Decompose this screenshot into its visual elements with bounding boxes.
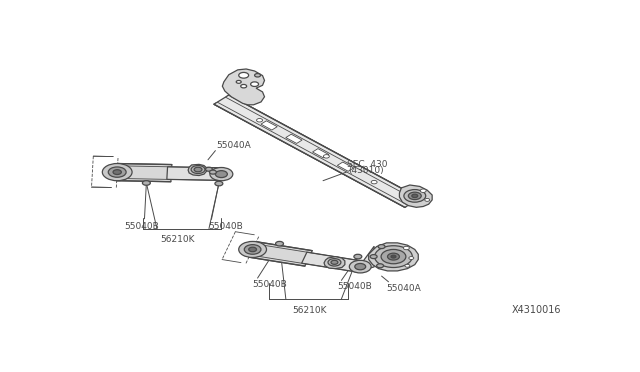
Text: 55040B: 55040B (208, 222, 243, 231)
Circle shape (108, 167, 126, 177)
Circle shape (236, 80, 241, 83)
Text: 55040B: 55040B (125, 222, 159, 231)
Text: 55040A: 55040A (386, 284, 420, 293)
Circle shape (371, 180, 377, 184)
Circle shape (210, 167, 233, 181)
Circle shape (191, 166, 205, 173)
Circle shape (323, 155, 330, 158)
Circle shape (381, 250, 406, 264)
Circle shape (425, 198, 429, 201)
Circle shape (420, 189, 426, 192)
Circle shape (412, 194, 418, 198)
Polygon shape (188, 164, 207, 176)
Polygon shape (286, 134, 302, 144)
Circle shape (276, 241, 284, 246)
Circle shape (249, 247, 257, 252)
Polygon shape (261, 121, 277, 130)
Circle shape (331, 260, 338, 264)
Polygon shape (167, 167, 221, 180)
Circle shape (370, 254, 377, 259)
Text: X4310016: X4310016 (511, 305, 561, 315)
Circle shape (102, 164, 132, 181)
Circle shape (376, 264, 383, 268)
Polygon shape (358, 246, 374, 271)
Polygon shape (324, 257, 345, 269)
Polygon shape (369, 243, 419, 271)
Circle shape (241, 84, 246, 88)
Circle shape (239, 73, 249, 78)
Polygon shape (312, 149, 329, 158)
Circle shape (244, 245, 261, 254)
Circle shape (388, 253, 399, 260)
Text: SEC. 430: SEC. 430 (347, 160, 387, 169)
Polygon shape (301, 252, 363, 272)
Circle shape (239, 241, 266, 257)
Text: 55040A: 55040A (216, 141, 251, 150)
Polygon shape (214, 103, 406, 207)
Circle shape (403, 246, 410, 250)
Circle shape (215, 181, 223, 186)
Circle shape (205, 167, 212, 171)
Circle shape (404, 190, 426, 202)
Text: 56210K: 56210K (292, 306, 326, 315)
Circle shape (251, 82, 259, 86)
Circle shape (408, 192, 421, 200)
Circle shape (355, 263, 365, 270)
Circle shape (349, 260, 371, 273)
Text: 55040B: 55040B (252, 280, 287, 289)
Polygon shape (214, 95, 420, 207)
Circle shape (405, 264, 410, 267)
Circle shape (215, 171, 227, 177)
Polygon shape (249, 242, 312, 266)
Polygon shape (222, 69, 264, 105)
Circle shape (374, 246, 412, 267)
Circle shape (142, 181, 150, 185)
Circle shape (391, 255, 396, 258)
Text: 56210K: 56210K (161, 235, 195, 244)
Circle shape (113, 170, 122, 174)
Circle shape (409, 257, 414, 260)
Circle shape (378, 244, 385, 248)
Polygon shape (116, 164, 172, 182)
Circle shape (209, 170, 216, 174)
Text: (43010): (43010) (348, 166, 383, 175)
Circle shape (255, 74, 260, 77)
Polygon shape (337, 162, 354, 171)
Circle shape (194, 167, 202, 172)
Circle shape (354, 254, 362, 259)
Text: 55040B: 55040B (337, 282, 372, 291)
Circle shape (257, 119, 262, 122)
Polygon shape (399, 185, 432, 207)
Circle shape (328, 259, 341, 266)
Polygon shape (227, 95, 420, 199)
